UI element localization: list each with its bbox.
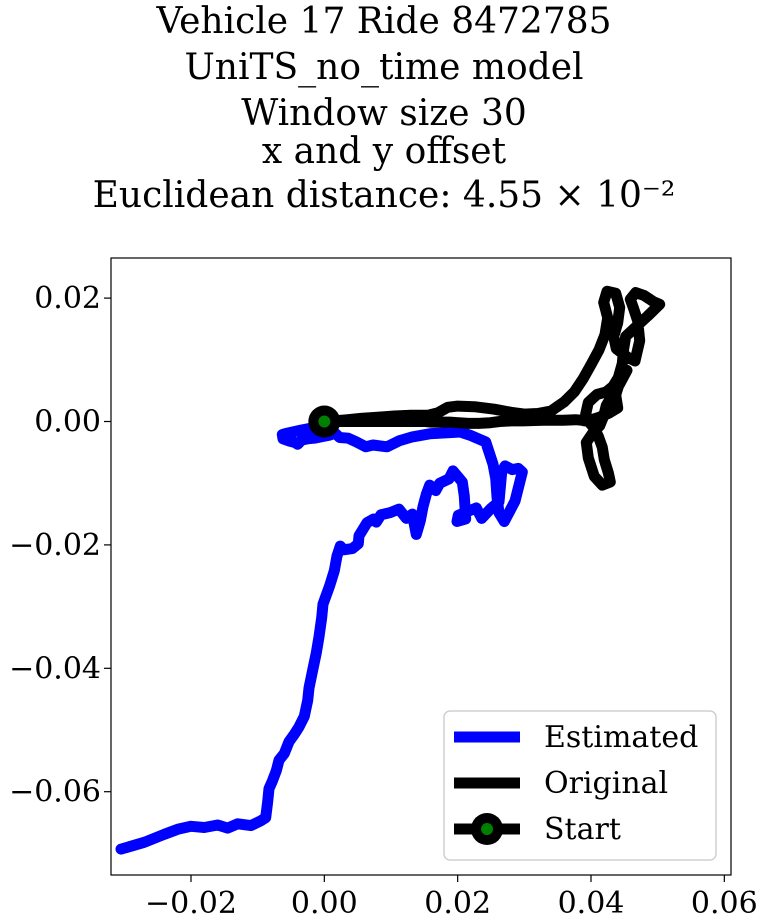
x-tick-label: −0.02 — [145, 886, 237, 921]
y-tick-label: −0.04 — [9, 651, 101, 686]
title-line-5: Euclidean distance: 4.55 × 10⁻² — [92, 175, 676, 216]
x-tick-label: 0.00 — [291, 886, 358, 921]
series-line-original — [318, 285, 666, 491]
legend-box — [443, 710, 717, 861]
y-tick-label: −0.02 — [9, 528, 101, 563]
x-tick-label: 0.02 — [424, 886, 491, 921]
y-axis: 0.02 0.00 −0.02 −0.04 −0.06 — [9, 281, 111, 810]
title-line-4: x and y offset — [261, 131, 507, 172]
start-marker-center — [318, 415, 331, 428]
series-line-estimated — [115, 416, 528, 855]
legend-label-estimated: Estimated — [544, 720, 698, 755]
title-line-3: Window size 30 — [241, 93, 527, 134]
title-line-2: UniTS_no_time model — [184, 47, 584, 88]
x-axis: −0.02 0.00 0.02 0.04 0.06 — [145, 875, 758, 921]
plot-frame — [110, 257, 732, 876]
x-tick-label: 0.06 — [691, 886, 758, 921]
y-tick-label: −0.06 — [9, 775, 101, 810]
series-layer — [115, 285, 666, 855]
legend-label-start: Start — [544, 812, 621, 847]
legend-label-original: Original — [544, 766, 668, 801]
x-tick-label: 0.04 — [558, 886, 625, 921]
title-line-1: Vehicle 17 Ride 8472785 — [156, 1, 612, 42]
legend-start-marker-center — [481, 823, 493, 835]
y-tick-label: 0.00 — [34, 405, 101, 440]
y-tick-label: 0.02 — [34, 281, 101, 316]
legend: Estimated Original Start — [443, 710, 717, 861]
